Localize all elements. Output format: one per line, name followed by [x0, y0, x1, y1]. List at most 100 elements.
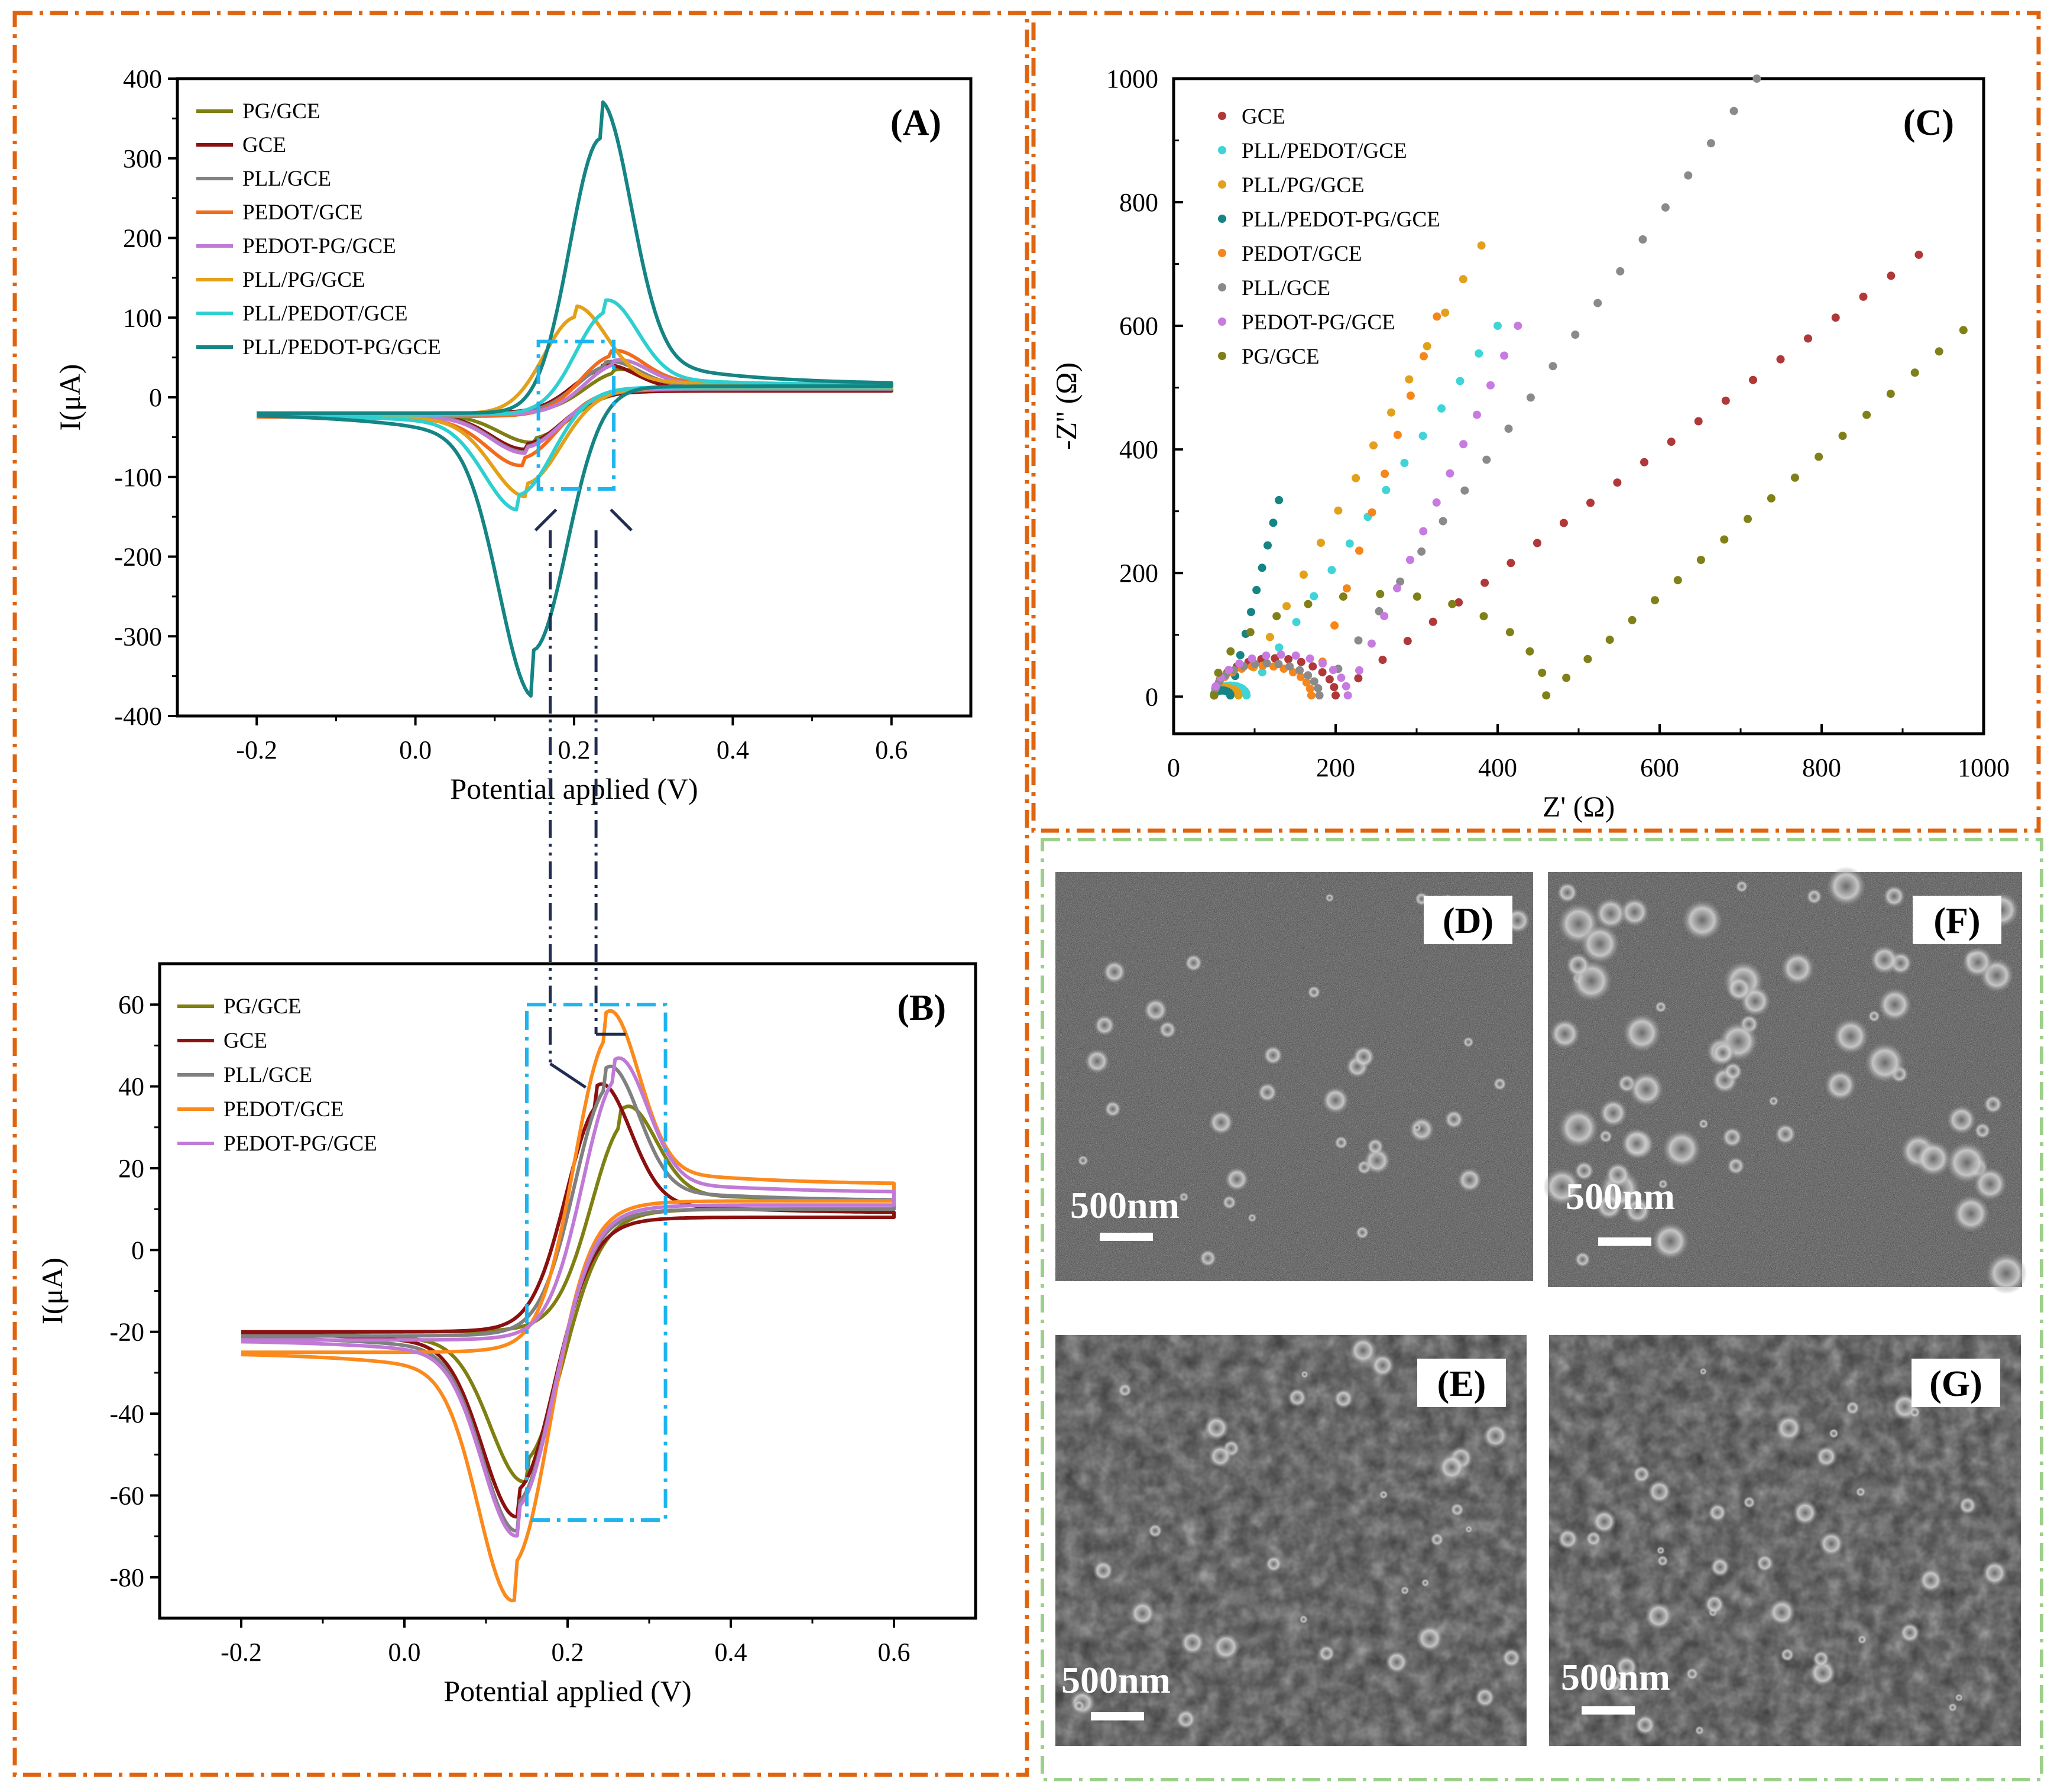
sem-particle — [1948, 1703, 1958, 1712]
data-point-pll-pg-gce — [1282, 602, 1291, 611]
y-tick-label: 600 — [1119, 312, 1158, 341]
y-tick-label: 1000 — [1106, 64, 1158, 93]
sem-particle — [1878, 987, 1912, 1022]
sem-particle — [1955, 1693, 1964, 1702]
sem-particle — [1704, 1594, 1725, 1615]
sem-particle — [1180, 1630, 1205, 1655]
sem-particle — [1158, 1020, 1177, 1039]
x-axis-label: Potential applied (V) — [443, 1674, 691, 1707]
data-point-pll-pg-gce — [1405, 375, 1414, 384]
series-line-pg-gce — [241, 1104, 896, 1483]
sem-images: (D) 500nm (F) 500nm (E) 500nm (G) 500nm — [1055, 866, 2027, 1746]
panel-label: (C) — [1903, 103, 1954, 143]
data-point-gce — [1721, 396, 1730, 405]
data-point-pedot-gce — [1305, 685, 1314, 693]
legend-marker — [1218, 283, 1226, 291]
sem-particle — [1148, 1523, 1163, 1538]
sem-particle — [1599, 1129, 1613, 1143]
data-point-pedot-gce — [1406, 391, 1415, 400]
y-tick-label: -200 — [114, 543, 162, 572]
legend-entry: GCE — [223, 1029, 267, 1053]
data-point-pll-pedot-gce — [1437, 404, 1446, 413]
data-point-gce — [1354, 674, 1363, 683]
legend-entry: PLL/PEDOT-PG/GCE — [1242, 208, 1440, 232]
sem-particle — [1973, 1166, 2007, 1201]
sem-particle — [1755, 1554, 1774, 1572]
data-point-pedot-pg-gce — [1432, 498, 1441, 507]
data-point-pedot-pg-gce — [1500, 351, 1509, 360]
data-point-pedot-gce — [1433, 312, 1441, 321]
data-point-pg-gce — [1767, 494, 1776, 503]
data-point-pll-gce — [1285, 662, 1294, 671]
sem-particle — [1829, 1428, 1839, 1438]
sem-particle — [1475, 1687, 1495, 1708]
data-point-pg-gce — [1673, 576, 1682, 585]
y-axis-label: I(μA) — [35, 1258, 69, 1324]
data-point-gce — [1640, 458, 1648, 466]
data-point-pedot-pg-gce — [1446, 469, 1454, 478]
data-point-pll-pedot-gce — [1275, 643, 1284, 652]
data-point-pll-pg-gce — [1334, 506, 1343, 515]
data-point-pll-gce — [1396, 577, 1405, 586]
legend-entry: PEDOT/GCE — [242, 200, 363, 225]
sem-particle — [1379, 1490, 1388, 1499]
sem-particle — [1421, 1579, 1430, 1587]
sem-particle — [1615, 1655, 1638, 1679]
sem-particle — [1224, 1167, 1249, 1191]
data-point-pll-pedot-pg-gce — [1275, 495, 1284, 504]
data-point-pedot-pg-gce — [1406, 556, 1414, 564]
data-point-pll-pg-gce — [1352, 474, 1360, 482]
sem-particle — [1595, 897, 1627, 930]
sem-particle — [1592, 1509, 1616, 1534]
y-tick-label: 200 — [1119, 559, 1158, 588]
sem-particle — [1199, 1249, 1217, 1267]
data-point-pll-pedot-gce — [1327, 566, 1336, 575]
sem-particle — [1632, 1465, 1651, 1483]
sem-particle — [1222, 1195, 1237, 1210]
data-point-pg-gce — [1959, 326, 1968, 335]
x-tick-label: 0.0 — [388, 1638, 421, 1667]
sem-image: (D) 500nm — [1055, 872, 1533, 1281]
data-point-pll-pg-gce — [1441, 308, 1450, 317]
data-point-pll-gce — [1593, 299, 1602, 307]
sem-panel-label: (E) — [1437, 1364, 1486, 1404]
sem-particle — [1726, 976, 1752, 1002]
sem-scale-label: 500nm — [1061, 1659, 1171, 1701]
sem-particle — [1899, 1622, 1920, 1644]
chart-a: -0.2 0.0 0.2 0.4 0.6 -400 -300 -200 -100 0 100 200 3… — [53, 64, 973, 805]
sem-particle — [1574, 1161, 1595, 1181]
sem-particle — [1605, 1162, 1631, 1188]
series-line-pll-pedot-pg-gce — [257, 100, 893, 698]
chart-c: 0 200 400 600 800 1000 0 200 400 600 800 1000 Z' (Ω)… — [1049, 64, 2010, 823]
data-point-pedot-gce — [1307, 691, 1316, 700]
y-tick-label: -60 — [109, 1481, 144, 1510]
data-point-pll-gce — [1571, 330, 1580, 339]
data-point-gce — [1831, 313, 1840, 322]
data-point-gce — [1887, 271, 1896, 280]
sem-particle — [1129, 1600, 1155, 1626]
data-point-pll-pg-gce — [1423, 342, 1431, 351]
data-point-gce — [1428, 617, 1437, 626]
sem-particle — [1077, 1155, 1088, 1166]
sem-particle — [1355, 1226, 1369, 1240]
sem-particle — [1919, 1568, 1943, 1593]
data-point-pll-pg-gce — [1317, 539, 1325, 547]
legend-entry: PLL/PEDOT/GCE — [1242, 139, 1407, 163]
data-point-pg-gce — [1651, 596, 1659, 605]
x-tick-label: 800 — [1802, 753, 1841, 782]
data-point-pg-gce — [1815, 452, 1823, 461]
data-point-gce — [1694, 417, 1703, 426]
data-point-gce — [1533, 539, 1541, 547]
data-point-pll-pedot-gce — [1475, 349, 1483, 358]
x-tick-label: 0.4 — [715, 1638, 747, 1667]
x-tick-label: 0.0 — [399, 735, 432, 764]
data-point-pll-gce — [1295, 666, 1304, 675]
y-tick-label: 300 — [123, 144, 162, 173]
data-point-pedot-pg-gce — [1367, 639, 1376, 648]
sem-particle — [1710, 1557, 1730, 1577]
data-point-pg-gce — [1339, 592, 1347, 601]
sem-particle — [1093, 1560, 1114, 1582]
data-point-gce — [1378, 656, 1387, 665]
sem-particle — [1325, 893, 1334, 903]
data-point-pll-gce — [1274, 660, 1283, 669]
